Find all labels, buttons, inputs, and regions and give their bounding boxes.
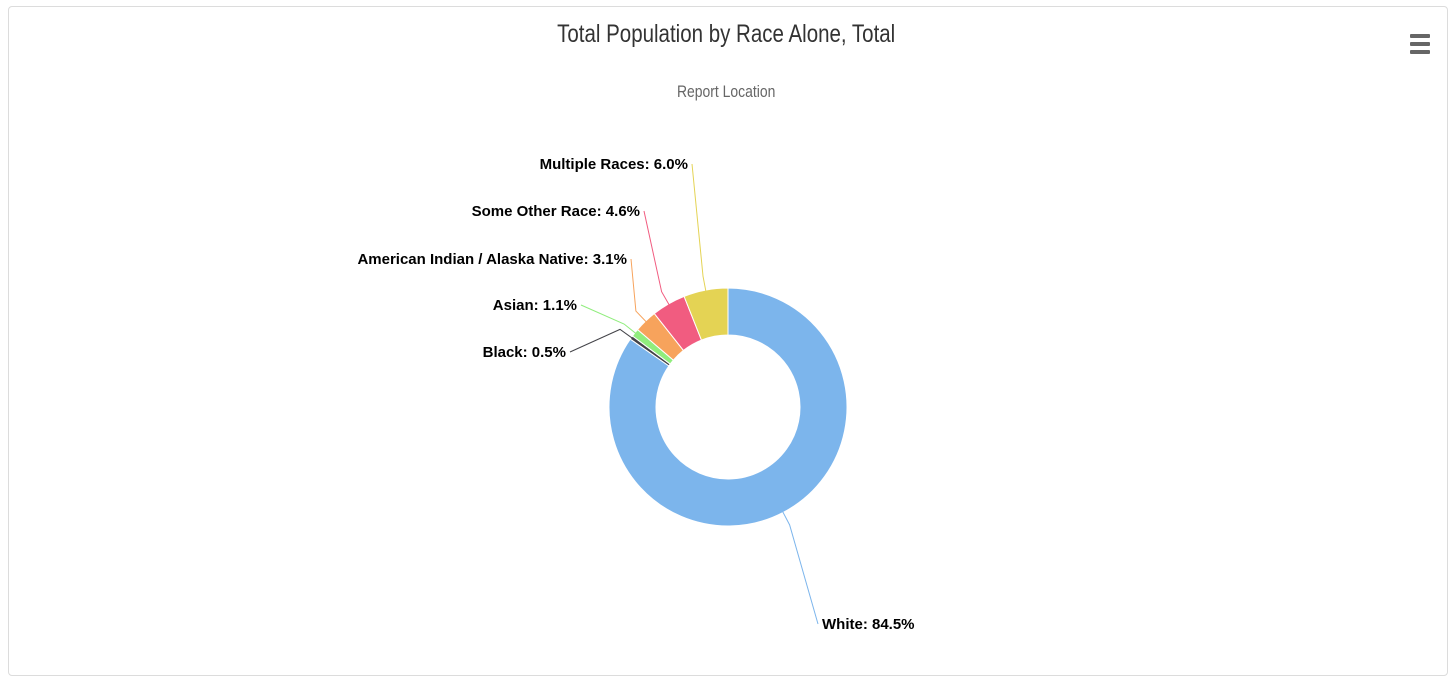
chart-panel [8,6,1448,676]
pie-slices [608,287,848,527]
data-label-black: Black: 0.5% [483,344,566,361]
data-label-multiple-races: Multiple Races: 6.0% [540,156,688,173]
connector-some-other-race [643,210,671,306]
connector-black [569,328,634,353]
hamburger-menu-icon[interactable] [1405,30,1435,64]
slice-white[interactable] [608,287,848,527]
slice-multiple-races[interactable] [683,287,729,341]
data-label-white: White: 84.5% [822,616,915,633]
data-label-some-other-race: Some Other Race: 4.6% [472,203,640,220]
label-connectors [569,163,819,625]
connector-multiple-races [691,163,707,293]
connector-asian [580,304,637,335]
data-label-american-indian-alaska-native: American Indian / Alaska Native: 3.1% [357,251,627,268]
chart-title: Total Population by Race Alone, Total [557,20,896,48]
data-label-asian: Asian: 1.1% [493,297,577,314]
connector-white [781,510,819,625]
connector-american-indian-alaska-native [630,258,648,323]
data-labels: White: 84.5% Black: 0.5% Asian: 1.1% Americ… [357,156,914,633]
chart-subtitle: Report Location [676,82,776,101]
